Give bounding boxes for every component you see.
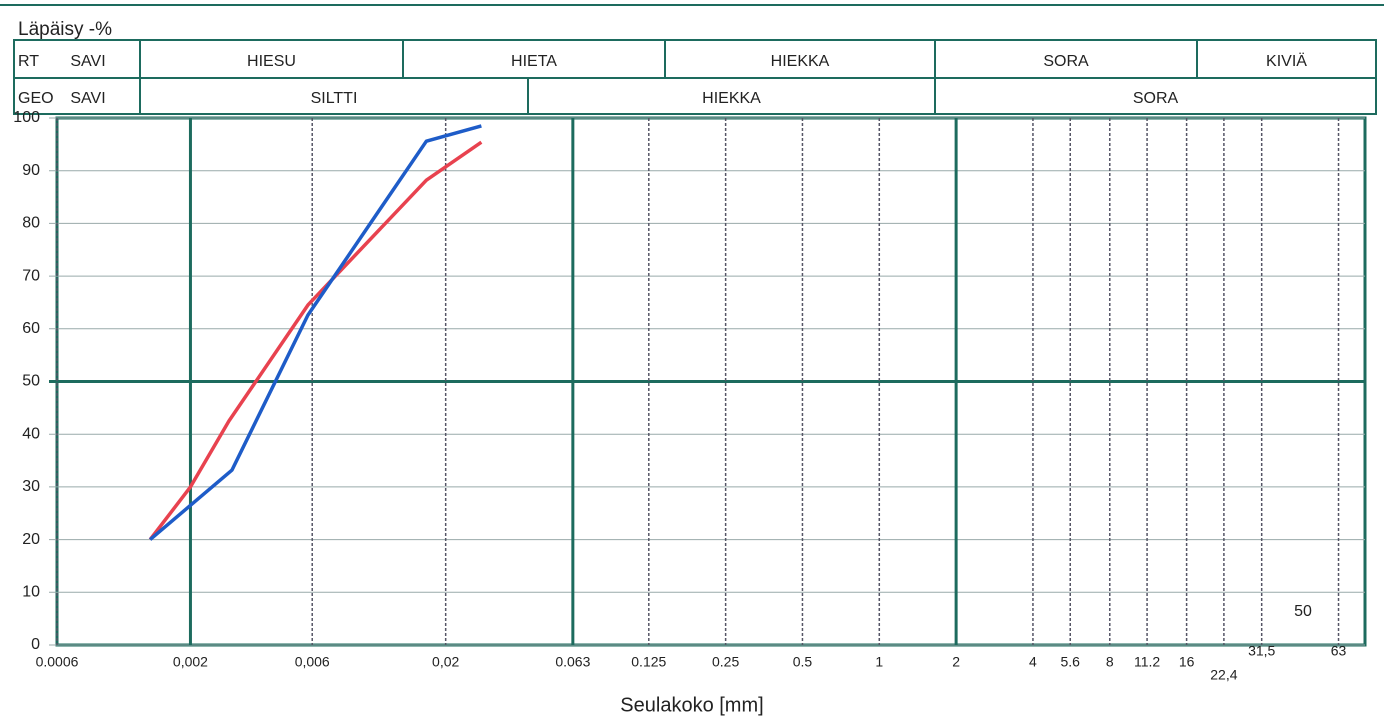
y-tick-label: 30	[22, 478, 40, 495]
y-tick-label: 80	[22, 215, 40, 232]
y-tick-label: 90	[22, 162, 40, 179]
class-label: SILTTI	[311, 90, 358, 107]
x-tick-label: 4	[1029, 654, 1037, 670]
series-line	[148, 140, 483, 541]
x-tick-label: 0,02	[432, 654, 459, 670]
y-tick-label: 60	[22, 320, 40, 337]
annotation: 50	[1294, 603, 1312, 620]
y-tick-label: 70	[22, 267, 40, 284]
y-tick-label: 10	[22, 584, 40, 601]
class-label: HIEKKA	[771, 53, 830, 70]
x-tick-label: 63	[1331, 643, 1347, 659]
x-tick-label: 22,4	[1210, 667, 1237, 683]
x-tick-label: 0.0006	[36, 654, 79, 670]
x-tick-label: 2	[952, 654, 960, 670]
class-label: HIESU	[247, 53, 296, 70]
x-tick-label: 0.125	[631, 654, 666, 670]
annotation-box	[1285, 598, 1325, 626]
x-tick-label: 0.25	[712, 654, 739, 670]
rt-label: RT	[18, 53, 39, 70]
x-axis-title: Seulakoko [mm]	[620, 694, 763, 716]
y-tick-label: 40	[22, 425, 40, 442]
x-tick-label: 8	[1106, 654, 1114, 670]
x-tick-label: 0,002	[173, 654, 208, 670]
x-tick-label: 16	[1179, 654, 1195, 670]
y-axis-title: Läpäisy -%	[18, 19, 112, 40]
x-tick-label: 5.6	[1061, 654, 1081, 670]
y-tick-label: 50	[22, 373, 40, 390]
series-line	[148, 124, 482, 541]
x-tick-label: 0.5	[793, 654, 813, 670]
y-tick-label: 100	[13, 109, 40, 126]
class-label: HIEKKA	[702, 90, 761, 107]
class-label: KIVIÄ	[1266, 52, 1307, 70]
x-tick-label: 31,5	[1248, 643, 1275, 659]
class-label: HIETA	[511, 53, 557, 70]
class-label: SORA	[1043, 53, 1089, 70]
x-tick-label: 11.2	[1134, 654, 1160, 670]
y-tick-label: 20	[22, 531, 40, 548]
class-label: SORA	[1133, 90, 1179, 107]
geo-row	[13, 77, 1377, 115]
class-label: SAVI	[70, 53, 105, 70]
geo-label: GEO	[18, 90, 54, 107]
rt-row	[13, 39, 1377, 79]
class-label: SAVI	[70, 90, 105, 107]
classification: SAVI HIESU HIETA HIEKKA SORA KIVIÄ SAVI SILTTI H…	[70, 40, 1307, 114]
x-tick-label: 0,006	[295, 654, 330, 670]
y-tick-label: 0	[31, 636, 40, 653]
x-tick-label: 1	[875, 654, 883, 670]
x-tick-label: 0.063	[555, 654, 590, 670]
